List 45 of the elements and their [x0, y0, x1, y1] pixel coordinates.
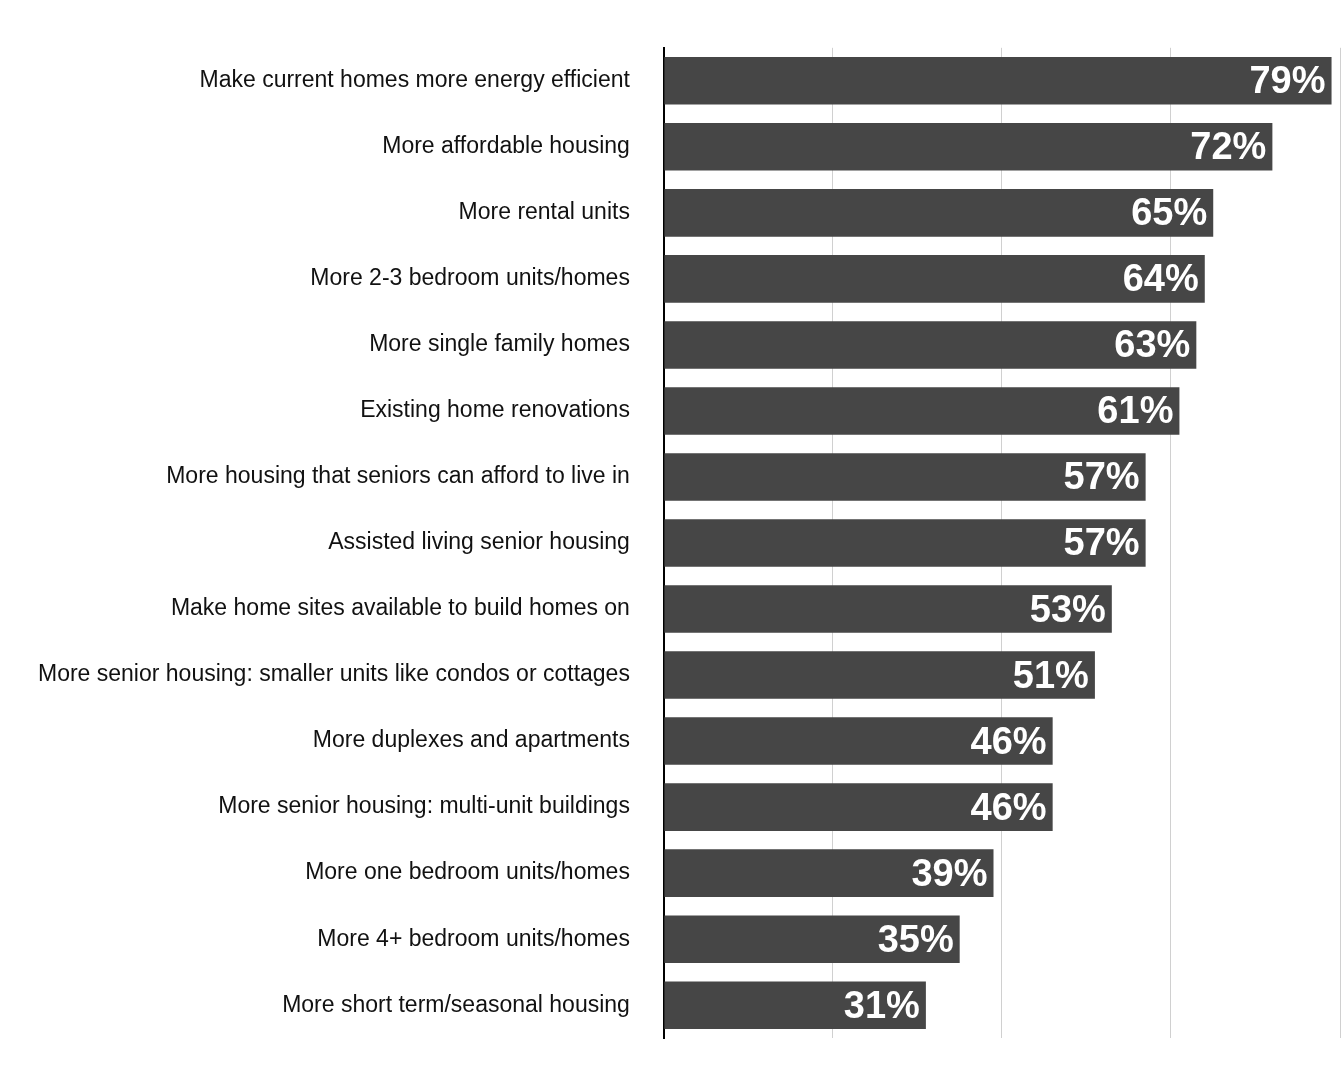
data-label: 51% [1012, 653, 1089, 696]
bar [664, 849, 994, 897]
y-tick-label: More rental units [458, 198, 630, 225]
y-tick-label: More senior housing: multi-unit buildings [218, 792, 630, 819]
bar [664, 651, 1095, 699]
y-tick-label: More 4+ bedroom units/homes [317, 924, 630, 951]
y-tick-label: More single family homes [369, 330, 630, 357]
bar [664, 255, 1205, 303]
data-label: 79% [1249, 59, 1326, 102]
bar [664, 915, 960, 963]
bar [664, 519, 1146, 567]
data-label: 46% [970, 719, 1047, 762]
data-label: 72% [1190, 125, 1267, 168]
data-label: 57% [1063, 455, 1140, 498]
y-tick-label: Existing home renovations [360, 396, 630, 423]
bar [664, 981, 926, 1029]
bar [664, 387, 1180, 435]
y-tick-label: More affordable housing [382, 132, 630, 159]
y-tick-label: More short term/seasonal housing [282, 990, 630, 1017]
data-label: 65% [1131, 191, 1208, 234]
data-label: 64% [1122, 257, 1199, 300]
data-label: 46% [970, 785, 1047, 828]
y-tick-label: More senior housing: smaller units like condos or cottages [38, 660, 630, 687]
data-label: 63% [1114, 323, 1191, 366]
y-tick-label: More duplexes and apartments [312, 726, 630, 753]
data-label: 31% [843, 983, 920, 1026]
bar [664, 57, 1332, 105]
data-label: 53% [1029, 587, 1106, 630]
bar [664, 321, 1197, 369]
y-tick-label: Make current homes more energy efficient [199, 66, 631, 93]
y-tick-label: More housing that seniors can afford to live in [166, 462, 630, 489]
bar [664, 783, 1053, 831]
y-tick-label: More one bedroom units/homes [305, 858, 630, 885]
y-tick-label: Assisted living senior housing [328, 528, 630, 555]
bar [664, 189, 1214, 237]
data-label: 35% [877, 917, 954, 960]
bar [664, 717, 1053, 765]
data-label: 57% [1063, 521, 1140, 564]
bar [664, 453, 1146, 501]
bar [664, 123, 1273, 171]
bar [664, 585, 1112, 633]
y-tick-label: Make home sites available to build homes on [170, 594, 630, 621]
y-tick-label: More 2-3 bedroom units/homes [310, 264, 630, 291]
data-label: 61% [1097, 389, 1174, 432]
data-label: 39% [911, 851, 988, 894]
